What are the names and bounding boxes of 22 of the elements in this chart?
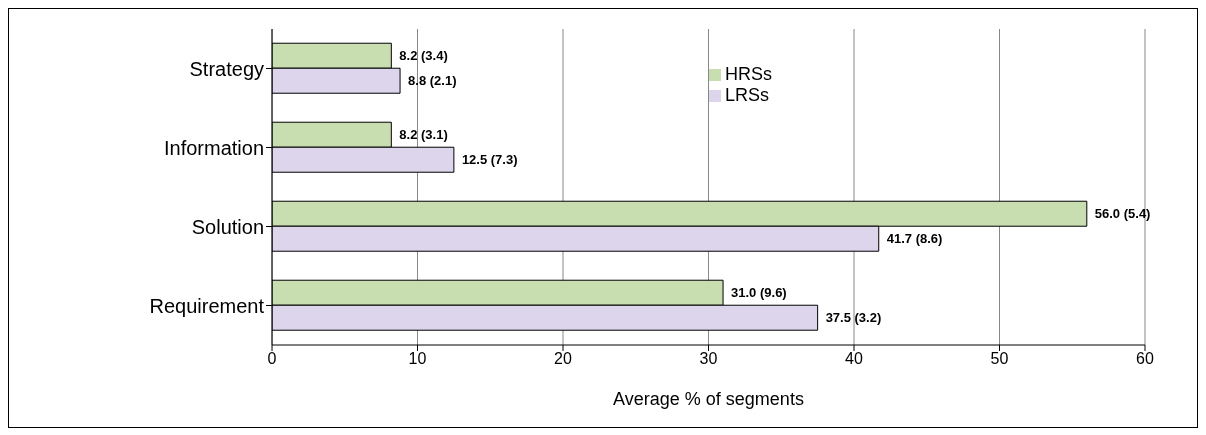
y-tick-label: Solution <box>191 215 265 238</box>
data-label: 12.5 (7.3) <box>461 152 518 168</box>
x-tick-label: 0 <box>267 350 277 368</box>
x-tick-label: 10 <box>408 350 427 368</box>
y-tick-label: Requirement <box>149 294 265 317</box>
data-label: 8.8 (2.1) <box>408 73 457 89</box>
x-tick-label: 30 <box>699 350 718 368</box>
data-label: 31.0 (9.6) <box>731 285 787 301</box>
legend-label: HRSs <box>725 64 773 84</box>
x-tick-label: 40 <box>845 350 864 368</box>
x-tick-label: 50 <box>990 350 1009 368</box>
data-label: 41.7 (8.6) <box>886 231 943 247</box>
data-label: 8.2 (3.1) <box>399 127 448 143</box>
x-tick-label: 60 <box>1136 350 1154 368</box>
data-label: 56.0 (5.4) <box>1094 206 1151 222</box>
x-tick-label: 20 <box>554 350 573 368</box>
x-axis-title: Average % of segments <box>613 389 804 409</box>
y-tick-label: Strategy <box>189 57 265 80</box>
data-label: 37.5 (3.2) <box>825 310 882 326</box>
data-label: 8.2 (3.4) <box>399 48 448 64</box>
y-tick-label: Information <box>163 136 265 159</box>
legend-label: LRSs <box>725 85 770 105</box>
